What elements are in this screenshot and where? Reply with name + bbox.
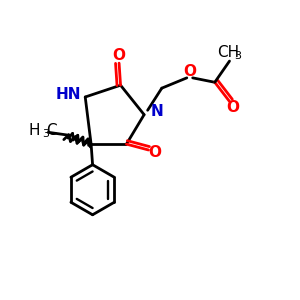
Text: CH: CH (217, 45, 239, 60)
Text: O: O (112, 48, 126, 63)
Text: C: C (46, 123, 57, 138)
Text: O: O (148, 146, 161, 160)
Text: N: N (151, 104, 163, 119)
Text: O: O (226, 100, 239, 116)
Text: O: O (183, 64, 196, 79)
Text: H: H (28, 123, 40, 138)
Text: 3: 3 (43, 129, 50, 139)
Text: 3: 3 (234, 51, 241, 61)
Text: HN: HN (55, 87, 81, 102)
